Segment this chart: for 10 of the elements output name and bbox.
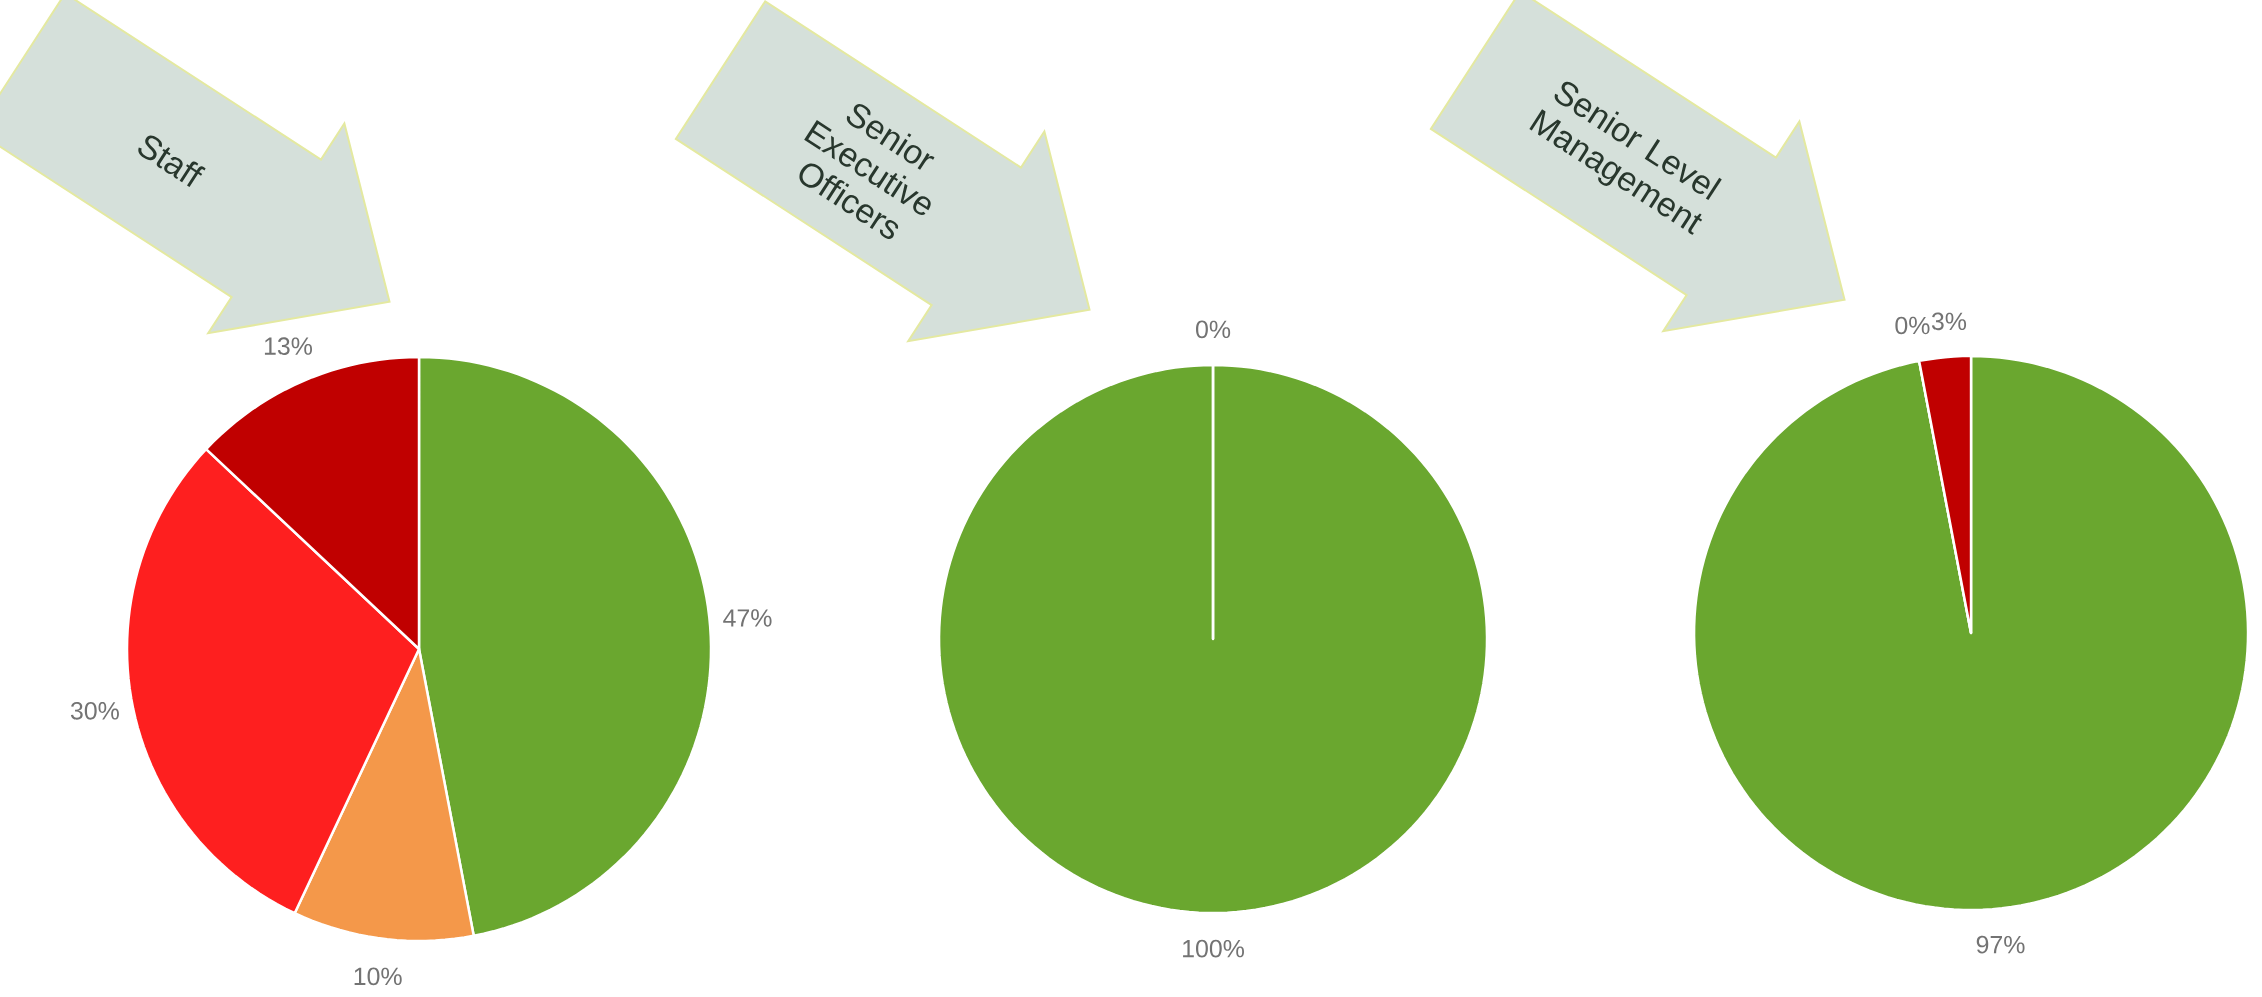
data-label: 3% bbox=[1931, 312, 1967, 331]
data-label: 47% bbox=[723, 609, 772, 627]
data-label: 100% bbox=[1183, 939, 1244, 958]
data-label: 13% bbox=[264, 337, 312, 355]
text: 0% bbox=[1196, 320, 1231, 339]
text: 0% bbox=[1895, 316, 1930, 335]
chart-title: Staff bbox=[138, 135, 206, 188]
data-label: 97% bbox=[1976, 935, 2025, 954]
data-label: 10% bbox=[354, 967, 402, 986]
data-label: 30% bbox=[70, 701, 119, 720]
